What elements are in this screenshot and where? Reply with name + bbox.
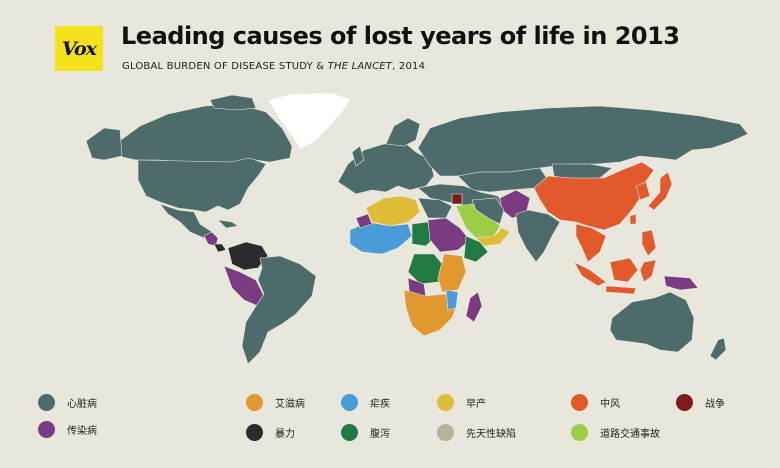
region-india (515, 209, 561, 263)
region-greenland (267, 92, 351, 150)
legend-swatch-malaria (341, 393, 358, 411)
legend-item-aids: 艾滋病 (246, 391, 305, 413)
region-usa (137, 157, 267, 213)
vox-logo: Vox (55, 26, 103, 71)
region-alaska (85, 127, 123, 161)
subtitle-italic: THE LANCET (327, 61, 393, 72)
legend-swatch-stroke (571, 393, 588, 411)
region-yemen-oman (475, 227, 511, 247)
legend-label-infectious: 传染病 (67, 425, 97, 437)
legend-swatch-war (676, 393, 693, 411)
legend-swatch-violence (246, 423, 263, 441)
legend-item-infectious: 传染病 (38, 418, 97, 440)
region-scandinavia (385, 117, 421, 147)
region-central-america (203, 231, 219, 247)
legend-item-congenital: 先天性缺陷 (437, 421, 516, 443)
legend-label-congenital: 先天性缺陷 (466, 428, 516, 440)
region-papua (663, 275, 699, 291)
region-china (533, 161, 655, 231)
region-syria (451, 193, 463, 205)
world-map (85, 92, 749, 365)
map-title: Leading causes of lost years of life in … (121, 22, 680, 50)
region-arctic-islands (209, 94, 257, 111)
legend-swatch-diarrhea (341, 423, 358, 441)
legend-swatch-heart (38, 393, 55, 411)
region-horn-africa (463, 235, 489, 263)
region-korea (635, 181, 651, 201)
legend-label-violence: 暴力 (275, 428, 295, 440)
region-canada (117, 103, 293, 166)
map-subtitle: GLOBAL BURDEN OF DISEASE STUDY & THE LAN… (122, 61, 425, 72)
region-sahel (355, 213, 373, 229)
legend-item-violence: 暴力 (246, 421, 295, 443)
region-uk (351, 145, 365, 167)
region-east-africa (437, 253, 467, 293)
region-philippines (641, 229, 657, 257)
region-sulawesi (639, 259, 657, 283)
legend-swatch-road (571, 423, 588, 441)
legend-label-war: 战争 (705, 398, 725, 410)
legend-label-road: 道路交通事故 (600, 428, 660, 440)
region-new-zealand (709, 337, 727, 361)
subtitle-tail: , 2014 (392, 61, 426, 72)
region-taiwan (629, 213, 637, 225)
region-japan (647, 171, 673, 211)
region-north-africa (365, 195, 421, 227)
region-southern-africa (403, 289, 459, 337)
legend-item-heart: 心脏病 (38, 391, 97, 413)
region-australia (609, 291, 695, 353)
region-java (605, 285, 637, 295)
legend-item-stroke: 中风 (571, 391, 620, 413)
region-west-africa (349, 221, 413, 255)
region-drc (407, 253, 445, 285)
region-sumatra (573, 261, 607, 287)
subtitle-main: GLOBAL BURDEN OF DISEASE STUDY & (122, 61, 328, 72)
region-south-america (241, 255, 317, 365)
vox-logo-text: Vox (62, 37, 97, 60)
legend-item-road: 道路交通事故 (571, 421, 660, 443)
region-egypt (417, 197, 453, 219)
legend-swatch-infectious (38, 420, 55, 438)
legend-item-preterm: 早产 (437, 391, 486, 413)
legend-label-diarrhea: 腹泻 (370, 428, 390, 440)
legend-item-diarrhea: 腹泻 (341, 421, 390, 443)
legend-swatch-preterm (437, 393, 454, 411)
legend-label-stroke: 中风 (600, 398, 620, 410)
region-panama-honduras (213, 243, 227, 253)
legend-swatch-aids (246, 393, 263, 411)
region-peru-bolivia (223, 265, 265, 307)
legend-item-war: 战争 (676, 391, 725, 413)
region-caribbean (217, 219, 239, 229)
region-se-asia (575, 223, 607, 263)
legend-label-aids: 艾滋病 (275, 398, 305, 410)
region-sudan (427, 217, 471, 253)
region-borneo (609, 257, 639, 283)
legend-label-malaria: 疟疾 (370, 398, 390, 410)
legend-swatch-congenital (437, 423, 454, 441)
legend-item-malaria: 疟疾 (341, 391, 390, 413)
region-iran (471, 197, 505, 225)
region-mozambique (445, 289, 459, 311)
legend-label-heart: 心脏病 (67, 398, 97, 410)
legend-label-preterm: 早产 (466, 398, 486, 410)
region-madagascar (465, 291, 483, 323)
